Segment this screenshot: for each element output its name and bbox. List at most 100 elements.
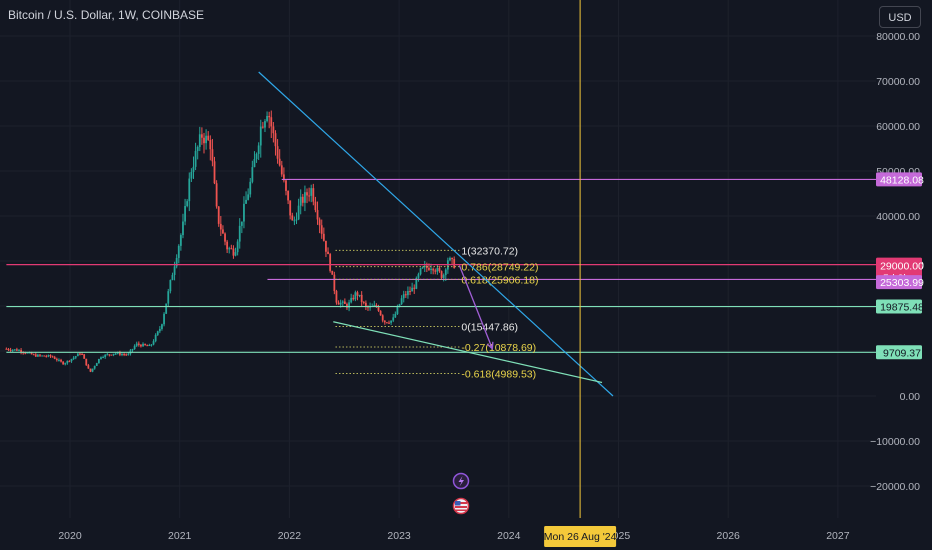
- candle-body: [261, 126, 264, 128]
- us-flag-icon[interactable]: [452, 497, 470, 515]
- candle-body: [451, 257, 453, 260]
- candle-body: [266, 115, 268, 122]
- candle-body: [268, 115, 271, 118]
- candle-body: [396, 306, 399, 314]
- candle-body: [234, 252, 237, 256]
- candle-body: [379, 310, 382, 316]
- candle-body: [293, 220, 296, 222]
- candle-body: [224, 233, 226, 242]
- price-level-tag[interactable]: [876, 345, 922, 360]
- currency-button[interactable]: USD: [879, 6, 921, 28]
- candle-body: [329, 254, 332, 271]
- vertical-marker-tag[interactable]: [544, 526, 617, 547]
- candle-body: [230, 248, 233, 250]
- candle-body: [97, 358, 100, 364]
- candle-body: [66, 360, 69, 364]
- price-level-tag-label: 9709.37: [883, 347, 921, 359]
- candle-body: [142, 343, 144, 347]
- candle-body: [102, 357, 104, 359]
- candle-body: [95, 363, 98, 366]
- candle-body: [144, 343, 147, 346]
- candle-body: [163, 313, 165, 325]
- candle-body: [453, 259, 456, 269]
- candle-body: [346, 303, 348, 308]
- price-level-tag[interactable]: [876, 258, 922, 273]
- candle-body: [154, 334, 157, 342]
- candle-body: [182, 221, 184, 236]
- price-tick-label: 0.00: [900, 391, 921, 403]
- candle-body: [167, 291, 170, 304]
- price-level-tag[interactable]: [876, 299, 922, 314]
- candle-body: [444, 269, 447, 276]
- candle-body: [112, 353, 115, 355]
- time-tick-label: 2023: [387, 530, 411, 542]
- candle-body: [81, 354, 83, 356]
- candle-body: [85, 358, 88, 366]
- event-icons[interactable]: [452, 472, 470, 515]
- fib-level-label: -0.27(10878.69): [461, 342, 536, 354]
- candle-body: [335, 291, 338, 303]
- candle-body: [255, 153, 258, 160]
- candle-body: [114, 353, 117, 355]
- candle-body: [127, 353, 130, 355]
- candle-body: [171, 274, 174, 281]
- time-tick-label: 2024: [497, 530, 521, 542]
- arrow-head: [486, 341, 494, 351]
- candle-body: [137, 343, 140, 345]
- candle-body: [133, 345, 136, 349]
- candle-body: [238, 225, 241, 242]
- candle-body: [53, 357, 56, 359]
- price-level-tag[interactable]: [876, 275, 922, 290]
- candle-body: [308, 195, 311, 197]
- candle-body: [165, 303, 168, 314]
- candle-body: [343, 301, 346, 304]
- time-tick-label: 2020: [58, 530, 82, 542]
- candle-body: [299, 196, 302, 206]
- candle-body: [173, 266, 176, 275]
- candle-body: [373, 305, 376, 307]
- candle-body: [11, 349, 14, 351]
- candle-body: [222, 229, 224, 234]
- candle-body: [419, 268, 422, 275]
- candle-body: [331, 270, 334, 275]
- fib-level-label: 0.618(25906.18): [461, 274, 538, 286]
- candle-body: [24, 352, 27, 354]
- candle-body: [68, 360, 71, 362]
- price-tick-label: −10000.00: [870, 436, 920, 448]
- candle-body: [207, 135, 210, 140]
- candle-body: [285, 180, 287, 191]
- candle-body: [310, 188, 313, 196]
- candle-body: [232, 248, 235, 256]
- fib-level-label: -0.618(4989.53): [461, 369, 536, 381]
- candle-body: [83, 354, 86, 359]
- price-level-tag-label: 48128.08: [880, 174, 924, 186]
- candlestick-series: [5, 110, 456, 373]
- projection-arrow[interactable]: [458, 265, 493, 349]
- candle-body: [106, 354, 109, 356]
- candle-body: [169, 280, 172, 292]
- fibonacci-retracement[interactable]: 1(32370.72) 0.786(28749.22)0.618(25906.18…: [335, 245, 539, 381]
- trendline[interactable]: [333, 321, 603, 384]
- price-axis[interactable]: 80000.0070000.0060000.0050000.0040000.00…: [870, 0, 932, 550]
- candle-body: [383, 320, 386, 323]
- candle-body: [47, 355, 50, 357]
- lightning-icon[interactable]: [452, 472, 470, 490]
- candle-body: [274, 133, 277, 147]
- candle-body: [125, 354, 128, 356]
- time-axis-bg: [0, 518, 932, 550]
- candle-body: [32, 354, 35, 356]
- price-level-tag[interactable]: [876, 172, 922, 187]
- candle-body: [325, 240, 327, 252]
- trendline[interactable]: [258, 71, 614, 397]
- candle-body: [70, 358, 73, 362]
- candle-body: [150, 344, 153, 346]
- vertical-marker-label: Mon 26 Aug '24: [544, 531, 617, 543]
- candle-body: [58, 359, 60, 361]
- candle-body: [377, 306, 380, 311]
- horizontal-levels[interactable]: [6, 178, 876, 353]
- candle-body: [211, 149, 214, 162]
- candle-body: [226, 241, 229, 250]
- trendlines[interactable]: [258, 71, 614, 397]
